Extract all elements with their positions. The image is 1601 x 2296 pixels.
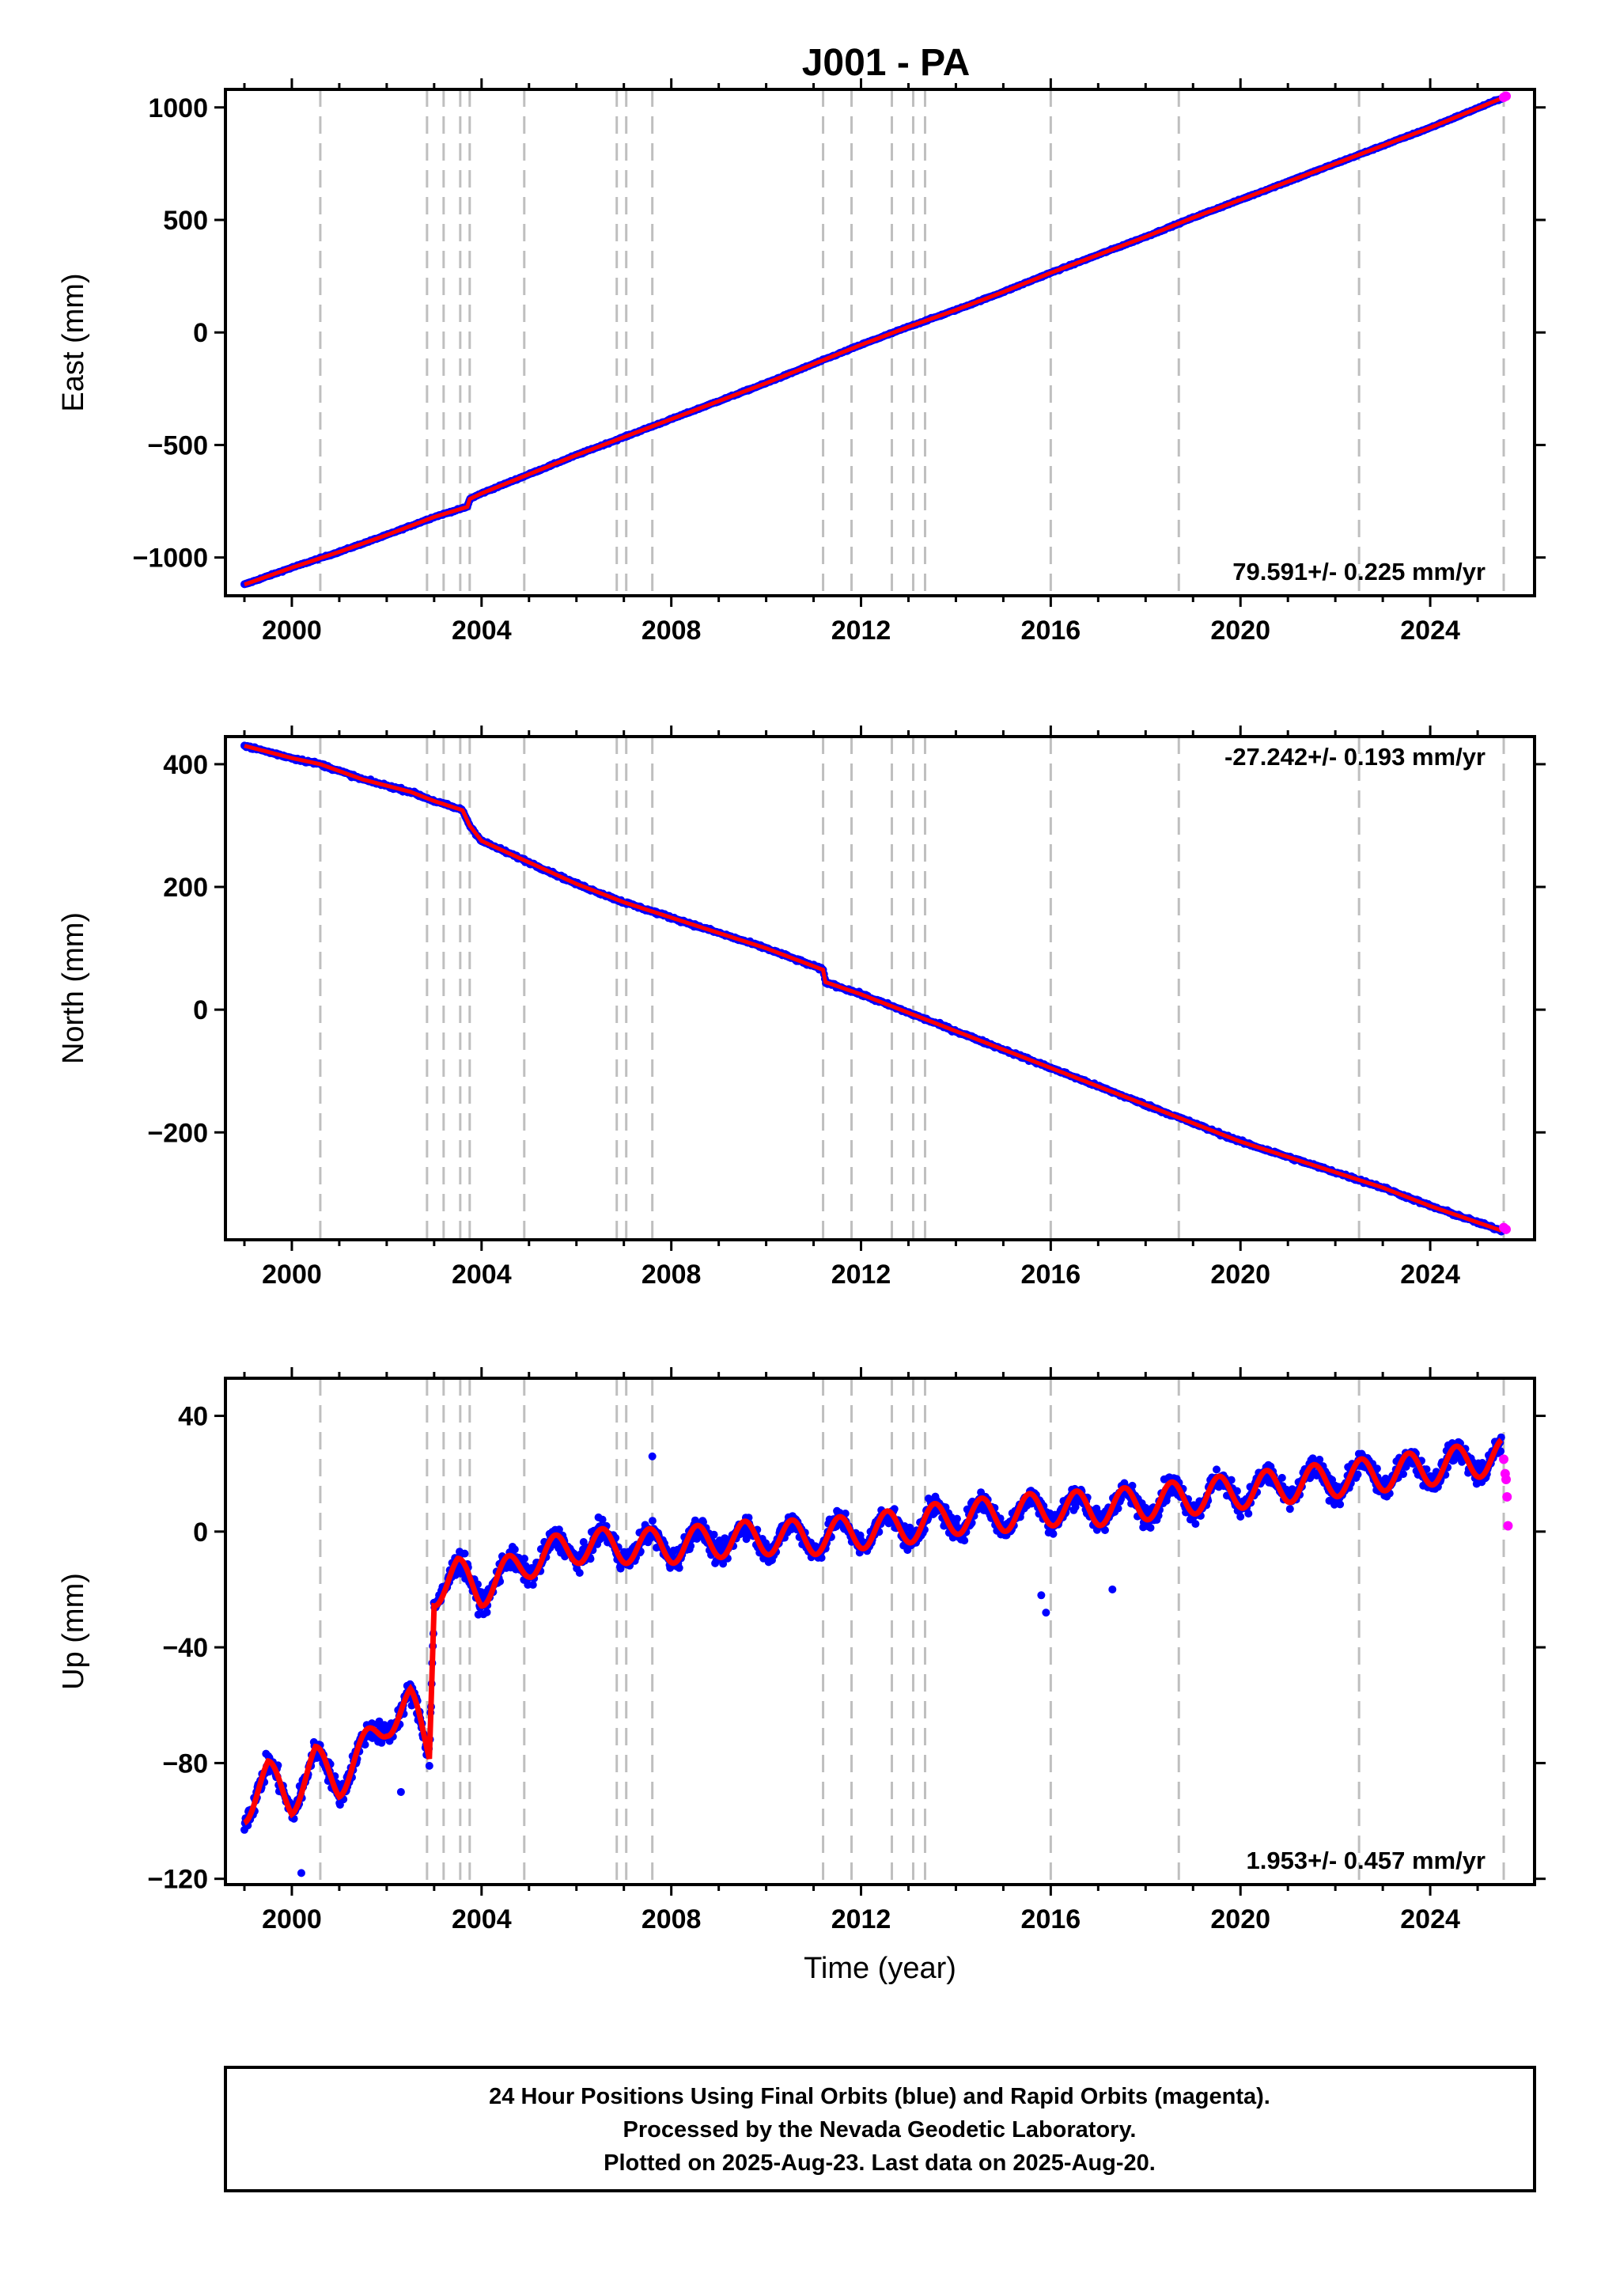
x-tick-label: 2012 — [831, 1260, 891, 1290]
velocity-label: 79.591+/- 0.225 mm/yr — [1232, 558, 1486, 585]
final-orbit-point — [648, 1517, 657, 1525]
rapid-orbit-points — [1499, 91, 1512, 102]
model-fit-line — [244, 744, 1502, 1233]
final-orbit-point — [520, 1555, 528, 1563]
x-tick-label: 2000 — [262, 616, 322, 646]
plot-frame — [224, 88, 1536, 597]
y-tick-label: −500 — [147, 430, 208, 460]
plot-area — [240, 89, 1512, 596]
x-tick-label: 2016 — [1021, 616, 1081, 646]
y-tick-label: −1000 — [133, 544, 209, 574]
final-orbit-point — [483, 1608, 491, 1616]
x-tick-label: 2008 — [642, 616, 702, 646]
final-orbit-point — [1049, 1529, 1058, 1538]
y-tick-label: 0 — [193, 995, 208, 1025]
x-tick-label: 2004 — [452, 616, 512, 646]
y-tick-label: −200 — [147, 1118, 208, 1148]
final-orbit-point — [1285, 1505, 1294, 1514]
x-tick-label: 2024 — [1400, 1260, 1460, 1290]
east-panel: −1000 −500 0 500 1000 2000 2004 2008 2012 2016 202… — [57, 78, 1546, 646]
x-tick-label: 2008 — [642, 1260, 702, 1290]
final-orbit-point — [575, 1569, 584, 1577]
x-tick-label: 2004 — [452, 1260, 512, 1290]
x-tick-label: 2016 — [1021, 1260, 1081, 1290]
x-tick-label: 2000 — [262, 1260, 322, 1290]
final-orbit-point — [1336, 1500, 1345, 1509]
final-orbit-point — [1399, 1470, 1407, 1479]
x-tick-label: 2024 — [1400, 616, 1460, 646]
figure-title: J001 - PA — [802, 42, 971, 84]
y-tick-label: 1000 — [148, 93, 208, 123]
final-orbit-point — [1236, 1513, 1245, 1521]
y-axis-label: East (mm) — [57, 273, 90, 411]
final-orbit-point — [960, 1536, 969, 1545]
final-orbit-point — [460, 1549, 469, 1558]
plot-frame — [224, 735, 1536, 1241]
final-orbit-point — [1191, 1520, 1200, 1529]
y-tick-label: 200 — [163, 873, 208, 903]
velocity-label: -27.242+/- 0.193 mm/yr — [1224, 743, 1486, 771]
final-orbit-point — [710, 1530, 718, 1539]
final-orbit-point — [675, 1563, 683, 1572]
y-tick-label: 0 — [193, 318, 208, 348]
final-orbit-point — [1213, 1465, 1221, 1474]
rapid-orbit-point — [1501, 91, 1512, 101]
y-tick-label: 500 — [163, 206, 208, 236]
final-orbit-points — [240, 741, 1505, 1236]
rapid-orbit-point — [1501, 1224, 1512, 1234]
final-orbit-point — [952, 1514, 961, 1523]
final-orbit-point — [1146, 1524, 1155, 1532]
final-orbit-point — [510, 1545, 519, 1554]
y-tick-label: 400 — [163, 750, 208, 780]
plot-area — [240, 737, 1512, 1240]
plot-area — [240, 1378, 1513, 1885]
y-axis-label: North (mm) — [57, 912, 90, 1064]
x-tick-label: 2020 — [1210, 616, 1270, 646]
final-orbit-point — [1277, 1473, 1286, 1482]
final-orbit-point — [1244, 1510, 1253, 1518]
x-tick-label: 2012 — [831, 616, 891, 646]
final-orbit-point — [425, 1761, 433, 1770]
north-panel: −200 0 200 400 2000 2004 2008 2012 2016 2020 2024 N… — [57, 726, 1546, 1290]
x-tick-label: 2020 — [1210, 1260, 1270, 1290]
model-fit-line — [244, 97, 1502, 587]
